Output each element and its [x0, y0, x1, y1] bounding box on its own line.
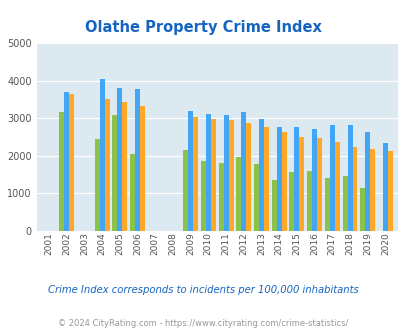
Bar	[64, 92, 69, 231]
Bar	[104, 99, 109, 231]
Bar	[364, 132, 369, 231]
Bar	[140, 106, 145, 231]
Bar	[360, 188, 364, 231]
Bar	[258, 118, 263, 231]
Text: Crime Index corresponds to incidents per 100,000 inhabitants: Crime Index corresponds to incidents per…	[47, 285, 358, 295]
Bar	[276, 127, 281, 231]
Bar	[316, 139, 321, 231]
Bar	[69, 94, 74, 231]
Bar	[205, 114, 210, 231]
Bar	[298, 137, 304, 231]
Bar	[294, 127, 298, 231]
Bar	[307, 171, 311, 231]
Bar	[218, 163, 223, 231]
Bar	[210, 119, 215, 231]
Bar	[347, 125, 352, 231]
Bar	[352, 148, 357, 231]
Bar	[236, 156, 241, 231]
Text: © 2024 CityRating.com - https://www.cityrating.com/crime-statistics/: © 2024 CityRating.com - https://www.city…	[58, 319, 347, 328]
Bar	[228, 120, 233, 231]
Bar	[369, 149, 374, 231]
Bar	[254, 164, 258, 231]
Bar	[99, 80, 104, 231]
Bar	[241, 112, 246, 231]
Bar	[263, 127, 268, 231]
Bar	[200, 161, 205, 231]
Bar	[324, 178, 329, 231]
Bar	[246, 123, 251, 231]
Bar	[59, 113, 64, 231]
Bar	[271, 180, 276, 231]
Bar	[311, 129, 316, 231]
Bar	[329, 125, 334, 231]
Bar	[193, 117, 198, 231]
Bar	[117, 88, 122, 231]
Bar	[112, 115, 117, 231]
Bar	[387, 151, 392, 231]
Bar	[289, 172, 294, 231]
Bar	[334, 142, 339, 231]
Bar	[122, 102, 127, 231]
Bar	[130, 154, 135, 231]
Text: Olathe Property Crime Index: Olathe Property Crime Index	[84, 20, 321, 35]
Bar	[342, 177, 347, 231]
Bar	[183, 150, 188, 231]
Bar	[281, 132, 286, 231]
Bar	[223, 115, 228, 231]
Bar	[382, 143, 387, 231]
Bar	[135, 89, 140, 231]
Bar	[94, 139, 99, 231]
Bar	[188, 111, 193, 231]
